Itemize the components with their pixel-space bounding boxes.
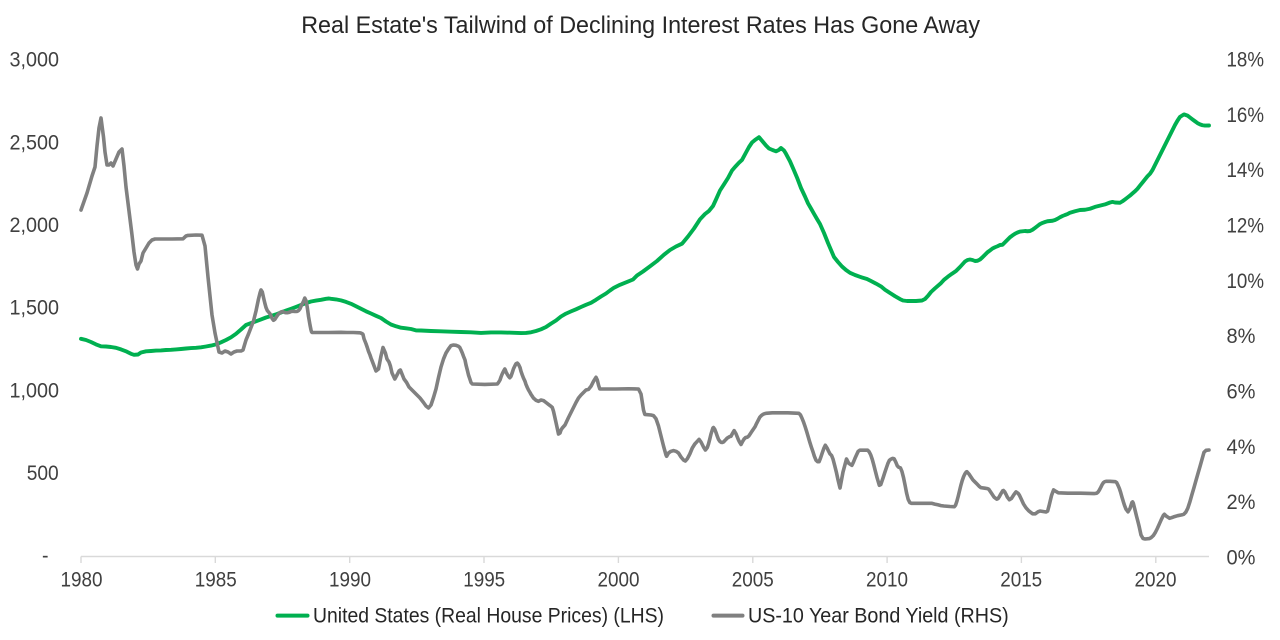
svg-text:2000: 2000 [598,569,640,592]
svg-text:Real Estate's Tailwind of Decl: Real Estate's Tailwind of Declining Inte… [301,12,980,39]
svg-text:1990: 1990 [329,569,371,592]
svg-text:2,000: 2,000 [10,214,60,237]
svg-text:2020: 2020 [1135,569,1177,592]
svg-text:1985: 1985 [195,569,237,592]
svg-text:US-10 Year Bond Yield (RHS): US-10 Year Bond Yield (RHS) [748,604,1009,627]
svg-text:United States (Real House Pric: United States (Real House Prices) (LHS) [313,604,664,627]
svg-text:2005: 2005 [732,569,774,592]
svg-text:2,500: 2,500 [10,131,60,154]
svg-text:8%: 8% [1227,325,1256,348]
svg-text:6%: 6% [1227,381,1256,404]
svg-text:-: - [42,545,49,568]
svg-text:14%: 14% [1227,159,1265,182]
svg-text:1,500: 1,500 [10,297,60,320]
svg-text:3,000: 3,000 [10,49,60,72]
svg-text:1980: 1980 [61,569,103,592]
svg-text:2010: 2010 [866,569,908,592]
svg-text:16%: 16% [1227,104,1265,127]
svg-text:12%: 12% [1227,215,1265,238]
svg-text:10%: 10% [1227,270,1265,293]
svg-text:1995: 1995 [463,569,505,592]
svg-text:2015: 2015 [1000,569,1042,592]
svg-text:18%: 18% [1227,49,1265,72]
svg-text:500: 500 [27,462,59,485]
svg-text:0%: 0% [1227,547,1256,570]
svg-text:1,000: 1,000 [10,379,60,402]
svg-text:2%: 2% [1227,491,1256,514]
svg-text:4%: 4% [1227,436,1256,459]
